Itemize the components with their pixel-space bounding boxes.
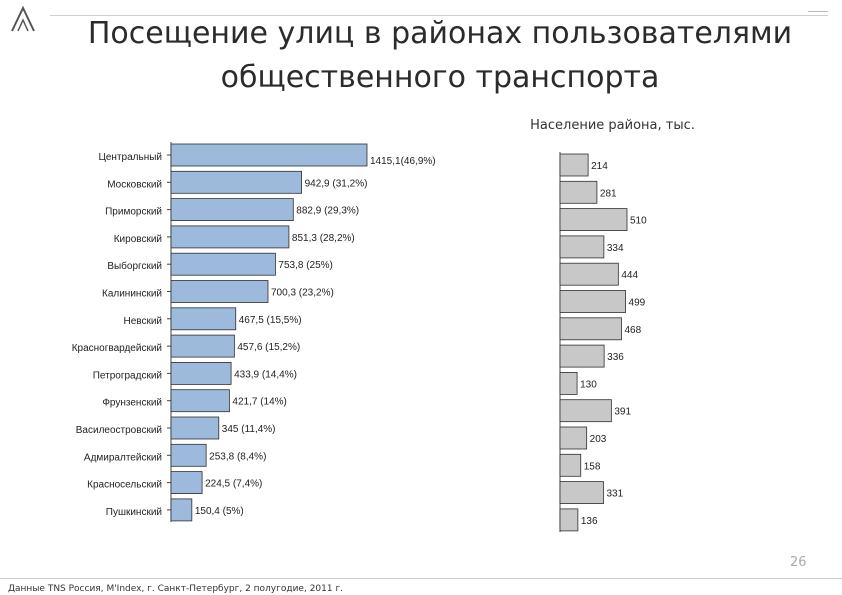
district-label: Центральный xyxy=(98,152,162,163)
visits-data-label: 224,5 (7,4%) xyxy=(205,479,262,490)
population-data-label: 158 xyxy=(584,461,601,472)
district-label: Фрунзенский xyxy=(102,398,162,409)
source-note: Данные TNS Россия, M'Index, г. Санкт-Пет… xyxy=(8,584,344,594)
page-number: 26 xyxy=(790,555,807,570)
population-bar xyxy=(559,344,605,368)
company-logo xyxy=(11,6,35,32)
visits-bar xyxy=(170,334,235,358)
population-data-label: 510 xyxy=(630,216,647,227)
visits-bar xyxy=(170,361,232,385)
population-bar xyxy=(559,508,579,532)
district-label: Кировский xyxy=(114,234,162,245)
population-bar xyxy=(559,290,626,313)
visits-data-label: 467,5 (15,5%) xyxy=(239,315,302,326)
visits-bar xyxy=(170,416,220,440)
visits-data-label: 1415,1(46,9%) xyxy=(370,156,436,167)
visits-data-label: 851,3 (28,2%) xyxy=(292,233,355,244)
district-label: Красносельский xyxy=(87,480,162,491)
slide-title-line-2: общественного транспорта xyxy=(220,60,660,95)
district-label: Невский xyxy=(123,316,162,327)
visits-bar xyxy=(170,471,203,495)
visits-bar xyxy=(170,443,207,467)
visits-bar xyxy=(170,498,193,522)
district-label: Московский xyxy=(107,179,162,190)
district-label: Выборгский xyxy=(107,260,162,272)
header-divider xyxy=(50,15,828,16)
visits-data-label: 700,3 (23,2%) xyxy=(271,288,334,299)
district-label: Василеостровский xyxy=(76,425,162,436)
visits-bar xyxy=(170,389,230,413)
population-bar xyxy=(559,235,605,259)
slide-title-line-1: Посещение улиц в районах пользователями xyxy=(87,16,793,51)
visits-data-label: 457,6 (15,2%) xyxy=(237,342,300,353)
visits-bar xyxy=(170,307,237,331)
district-label: Красногвардейский xyxy=(72,343,162,354)
visits-bar xyxy=(170,143,368,167)
population-data-label: 281 xyxy=(600,188,617,199)
district-label: Калининский xyxy=(102,289,162,300)
visits-data-label: 942,9 (31,2%) xyxy=(305,178,368,189)
visits-data-label: 150,4 (5%) xyxy=(195,506,244,517)
district-label: Адмиралтейский xyxy=(84,452,162,463)
district-label: Приморский xyxy=(105,207,162,218)
slide-title: Посещение улиц в районах пользователями … xyxy=(60,12,820,100)
population-data-label: 334 xyxy=(607,243,624,254)
population-chart-title: Население района, тыс. xyxy=(530,118,695,133)
visits-data-label: 882,9 (29,3%) xyxy=(296,206,359,217)
population-data-label: 499 xyxy=(629,298,646,309)
population-bar xyxy=(559,481,604,505)
population-data-label: 214 xyxy=(591,161,608,172)
district-label: Пушкинский xyxy=(106,507,162,518)
population-bar xyxy=(559,208,628,232)
population-bar xyxy=(559,426,588,450)
population-data-label: 130 xyxy=(580,379,597,390)
population-data-label: 336 xyxy=(607,352,624,363)
population-bar xyxy=(559,153,589,177)
population-data-label: 468 xyxy=(624,325,641,336)
population-data-label: 391 xyxy=(614,407,631,418)
population-data-label: 136 xyxy=(581,516,598,527)
header-divider-accent xyxy=(808,11,828,12)
footer-divider xyxy=(0,578,842,579)
population-bar xyxy=(559,371,578,395)
visits-bar xyxy=(170,252,276,276)
population-bar xyxy=(559,180,598,204)
population-bar xyxy=(559,317,622,341)
population-bar xyxy=(559,262,619,286)
visits-data-label: 753,8 (25%) xyxy=(278,260,332,271)
population-data-label: 203 xyxy=(590,434,607,445)
visits-data-label: 253,8 (8,4%) xyxy=(209,451,266,462)
district-label: Петроградский xyxy=(93,370,162,381)
visits-data-label: 421,7 (14%) xyxy=(232,397,286,408)
visits-bar xyxy=(170,170,302,194)
visits-data-label: 433,9 (14,4%) xyxy=(234,369,297,380)
visits-bar xyxy=(170,198,294,222)
population-bar xyxy=(559,453,582,477)
population-bar xyxy=(559,399,612,423)
population-data-label: 444 xyxy=(621,270,638,281)
population-data-label: 331 xyxy=(606,489,623,500)
visits-bar xyxy=(170,225,290,249)
district-charts: Центральный 1415,1(46,9%) Московский 942,9 … xyxy=(72,142,647,532)
visits-data-label: 345 (11,4%) xyxy=(222,424,276,435)
visits-bar xyxy=(170,280,269,303)
